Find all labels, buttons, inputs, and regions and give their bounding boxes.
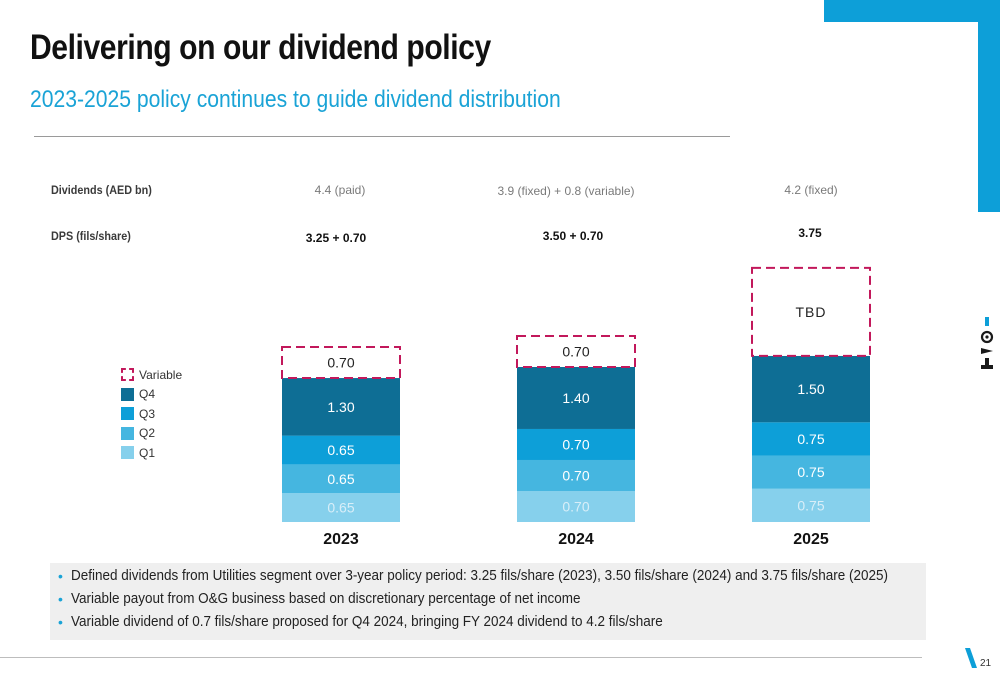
- page-title: Delivering on our dividend policy: [30, 28, 491, 67]
- title-divider: [34, 136, 730, 137]
- data-label-variable-2023: 0.70: [327, 355, 354, 371]
- bar-segment-q4-2023: [282, 378, 400, 436]
- data-label-variable-2024: 0.70: [562, 343, 589, 359]
- bullet-item: • Variable dividend of 0.7 fils/share pr…: [58, 614, 916, 637]
- data-label-q2-2024: 0.70: [562, 467, 589, 483]
- footer-divider: [0, 657, 922, 658]
- bullet-text: Variable dividend of 0.7 fils/share prop…: [70, 614, 663, 630]
- bar-segment-q3-2024: [517, 428, 635, 460]
- x-tick-label-2024: 2024: [558, 531, 594, 548]
- bar-segment-q2-2025: [752, 455, 870, 489]
- chart-legend: Variable Q4 Q3 Q2 Q1: [121, 365, 182, 463]
- legend-item-q1: Q1: [121, 443, 182, 463]
- bullet-item: • Defined dividends from Utilities segme…: [58, 568, 916, 591]
- legend-label: Q3: [139, 406, 156, 421]
- page-subtitle: 2023-2025 policy continues to guide divi…: [30, 86, 561, 113]
- data-label-variable-2025: TBD: [796, 304, 827, 320]
- legend-label: Q2: [139, 426, 156, 441]
- side-accent-bar: [978, 0, 1000, 212]
- data-label-q1-2023: 0.65: [327, 500, 354, 516]
- bar-segment-q4-2024: [517, 366, 635, 429]
- x-tick-label-2023: 2023: [323, 531, 359, 548]
- data-label-q2-2025: 0.75: [797, 464, 824, 480]
- bar-segment-variable-2023: [281, 346, 401, 380]
- data-label-q3-2023: 0.65: [327, 442, 354, 458]
- data-label-q4-2025: 1.50: [797, 381, 824, 397]
- legend-item-q2: Q2: [121, 424, 182, 444]
- legend-label: Variable: [139, 367, 183, 382]
- x-tick-label-2025: 2025: [793, 531, 829, 548]
- dividends-2024: 3.9 (fixed) + 0.8 (variable): [497, 184, 635, 198]
- legend-swatch-q2: [121, 426, 134, 440]
- data-label-q1-2024: 0.70: [562, 498, 589, 514]
- data-label-q4-2023: 1.30: [327, 399, 354, 415]
- legend-swatch-q1: [121, 446, 134, 460]
- bullet-item: • Variable payout from O&G business base…: [58, 591, 916, 614]
- key-points-box: • Defined dividends from Utilities segme…: [50, 563, 926, 640]
- data-label-q1-2025: 0.75: [797, 497, 824, 513]
- bullet-dot-icon: •: [58, 568, 63, 584]
- data-label-q3-2025: 0.75: [797, 431, 824, 447]
- brand-mark-icon: [965, 648, 977, 668]
- legend-swatch-q3: [121, 407, 134, 421]
- bar-segment-q2-2024: [517, 459, 635, 491]
- data-label-q2-2023: 0.65: [327, 471, 354, 487]
- dps-row-label: DPS (fils/share): [51, 229, 131, 243]
- bullet-text: Defined dividends from Utilities segment…: [70, 568, 888, 584]
- dps-2023: 3.25 + 0.70: [305, 231, 367, 245]
- dps-2024: 3.50 + 0.70: [542, 229, 604, 243]
- stacked-bar-chart: 0.65 0.65 0.65 1.30 0.70 2023 0.70 0.70 0.70 1.40…: [281, 266, 871, 548]
- bullet-dot-icon: •: [58, 591, 63, 607]
- bar-segment-q2-2023: [282, 464, 400, 494]
- legend-swatch-q4: [121, 387, 134, 401]
- legend-item-variable: Variable: [121, 365, 182, 385]
- bar-segment-q1-2024: [517, 490, 635, 522]
- dividends-2025: 4.2 (fixed): [784, 183, 838, 197]
- page-number: 21: [980, 658, 992, 669]
- legend-label: Q1: [139, 445, 156, 460]
- dividends-row-label: Dividends (AED bn): [51, 183, 152, 197]
- legend-item-q4: Q4: [121, 385, 182, 405]
- bar-segment-q3-2023: [282, 435, 400, 465]
- data-label-q4-2024: 1.40: [562, 390, 589, 406]
- bar-segment-variable-2024: [516, 334, 636, 368]
- bar-segment-q3-2025: [752, 422, 870, 456]
- bullet-text: Variable payout from O&G business based …: [70, 591, 581, 607]
- bar-segment-q1-2025: [752, 488, 870, 522]
- brand-logo-icon: [980, 317, 994, 369]
- legend-item-q3: Q3: [121, 404, 182, 424]
- bullet-dot-icon: •: [58, 614, 63, 630]
- corner-accent-bar: [824, 0, 1000, 22]
- data-label-q3-2024: 0.70: [562, 436, 589, 452]
- bar-segment-q4-2025: [752, 355, 870, 423]
- legend-label: Q4: [139, 387, 156, 402]
- bar-segment-q1-2023: [282, 493, 400, 522]
- dps-2025: 3.75: [798, 226, 822, 240]
- bar-segment-variable-2025: [751, 266, 871, 357]
- dividends-2023: 4.4 (paid): [314, 183, 366, 197]
- legend-swatch-variable: [121, 368, 134, 382]
